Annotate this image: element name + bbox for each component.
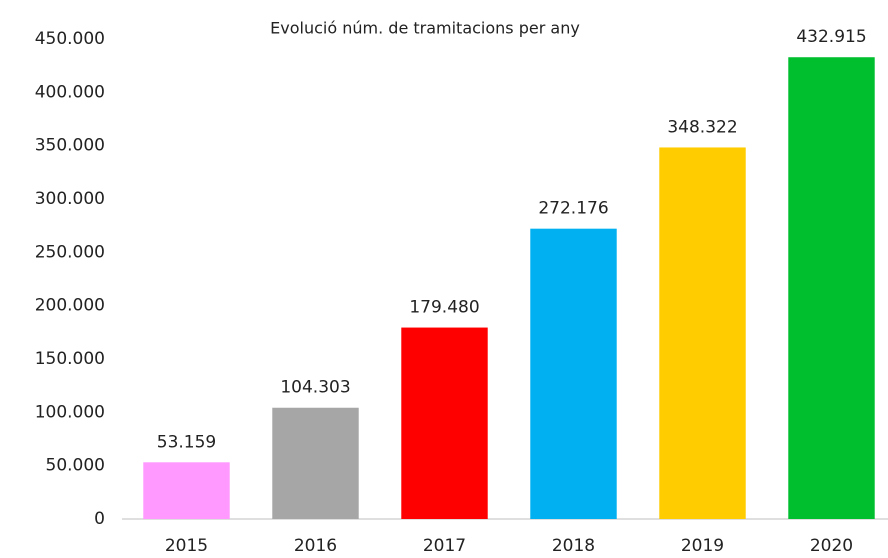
value-label: 272.176	[538, 199, 608, 219]
value-label: 53.159	[157, 432, 216, 452]
y-tick-label: 50.000	[46, 456, 105, 476]
y-tick-label: 150.000	[35, 349, 105, 369]
value-label: 432.915	[796, 27, 866, 47]
y-tick-label: 400.000	[35, 82, 105, 102]
y-tick-label: 0	[94, 509, 105, 529]
x-tick-label: 2018	[552, 536, 595, 556]
y-tick-label: 450.000	[35, 29, 105, 49]
x-tick-label: 2020	[810, 536, 853, 556]
y-tick-label: 300.000	[35, 189, 105, 209]
y-tick-label: 200.000	[35, 296, 105, 316]
bar	[659, 147, 746, 519]
value-label: 348.322	[667, 117, 737, 137]
bar	[272, 407, 359, 519]
x-tick-label: 2016	[294, 536, 337, 556]
x-tick-label: 2017	[423, 536, 466, 556]
x-tick-label: 2019	[681, 536, 724, 556]
y-tick-label: 100.000	[35, 402, 105, 422]
value-label: 179.480	[409, 298, 479, 318]
bar	[401, 327, 488, 519]
y-tick-label: 350.000	[35, 136, 105, 156]
y-tick-label: 250.000	[35, 242, 105, 262]
value-label: 104.303	[280, 378, 350, 398]
x-tick-label: 2015	[165, 536, 208, 556]
bar	[788, 57, 875, 519]
bar	[530, 228, 617, 519]
chart-title: Evolució núm. de tramitacions per any	[270, 19, 580, 38]
bar	[143, 462, 230, 519]
